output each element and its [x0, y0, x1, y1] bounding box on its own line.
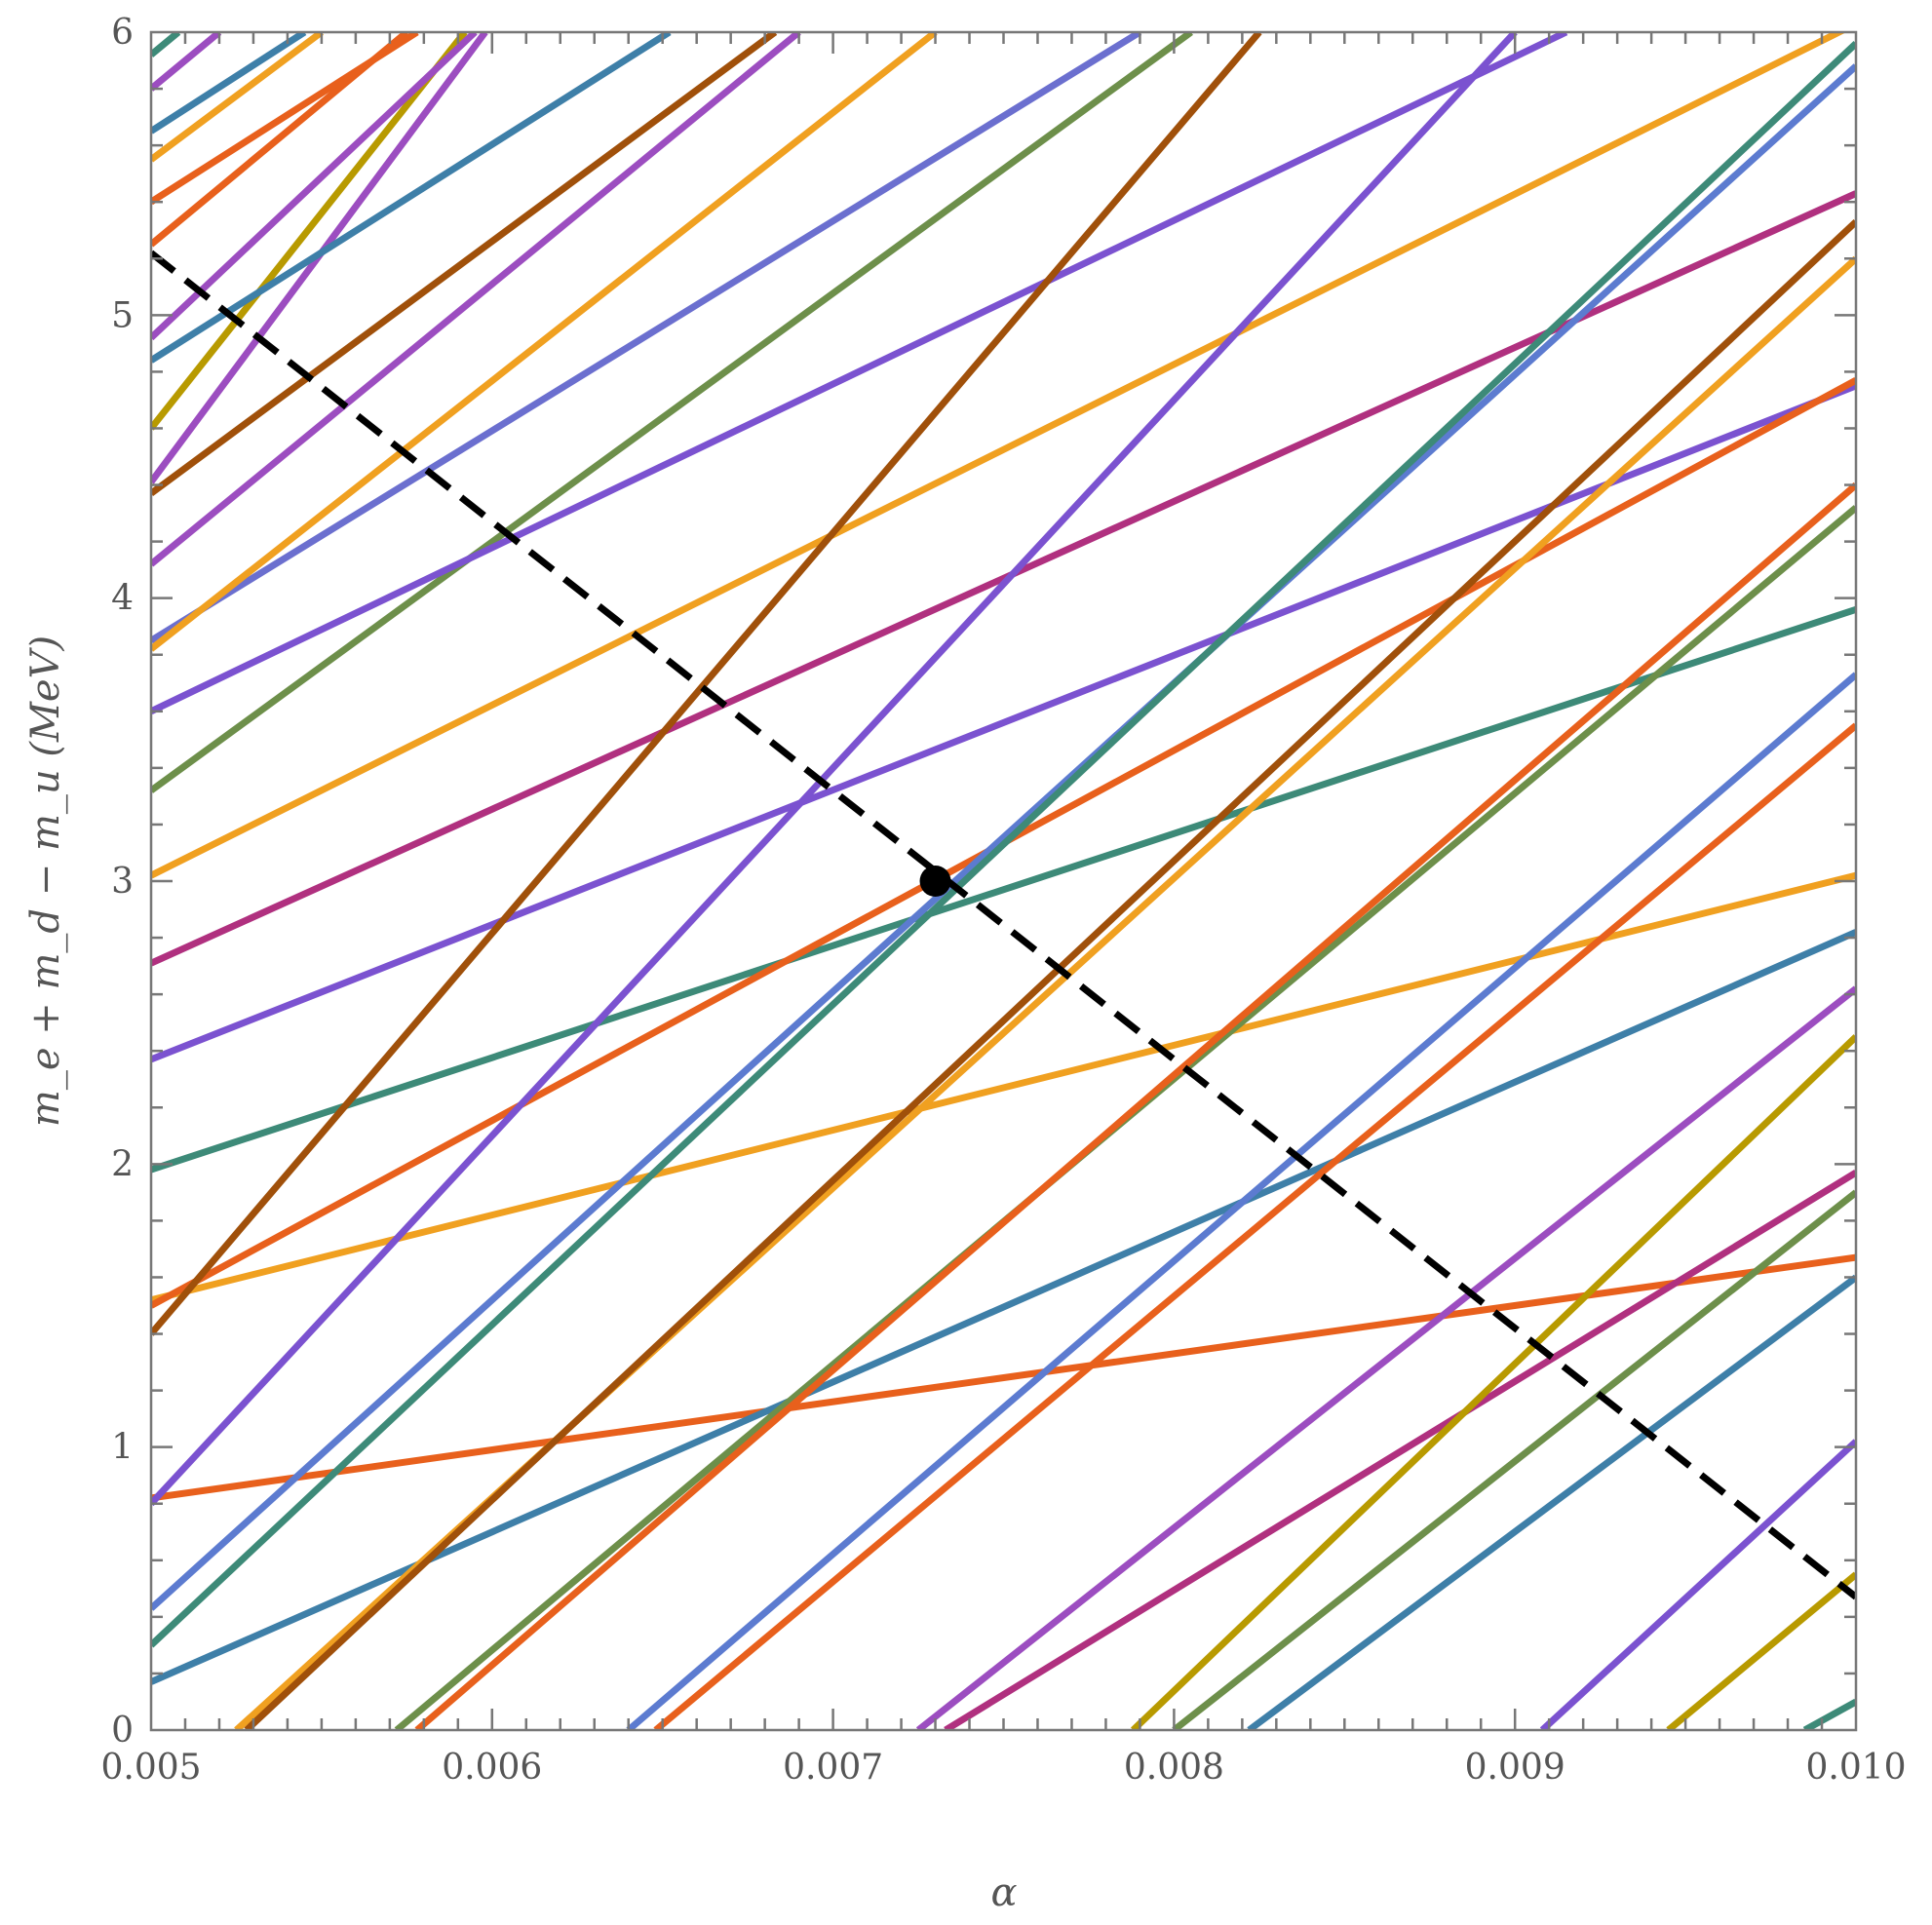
series-line-35 [915, 985, 1856, 1730]
series-line-4 [151, 382, 1856, 1063]
x-tick-label-3: 0.007 [783, 1748, 883, 1788]
series-line-7 [151, 32, 1193, 793]
series-line-6 [151, 32, 1847, 879]
series-line-20 [151, 32, 222, 92]
series-line-10 [151, 32, 801, 567]
marker-layer [919, 866, 951, 897]
series-line-8 [151, 32, 1142, 644]
series-line-13 [151, 32, 468, 431]
highlight-point [919, 866, 951, 897]
x-tick-label-6: 0.010 [1805, 1748, 1906, 1788]
series-line-32 [414, 481, 1856, 1730]
x-axis-label: α [990, 1870, 1017, 1915]
series-line-27 [151, 41, 1856, 1648]
series-line-3 [151, 605, 1856, 1174]
reference-dashed-line [151, 250, 1856, 1600]
series-line-18 [151, 32, 324, 163]
y-tick-label-1: 0 [111, 1711, 134, 1751]
series-layer [151, 32, 1856, 1730]
x-tick-label-2: 0.006 [442, 1748, 542, 1788]
series-line-33 [626, 672, 1856, 1730]
x-tick-label-1: 0.005 [100, 1748, 201, 1788]
series-line-21 [151, 32, 181, 58]
series-line-1 [151, 1253, 1856, 1502]
series-line-37 [1130, 1034, 1856, 1730]
y-tick-label-5: 4 [111, 579, 134, 619]
series-line-25 [151, 32, 1518, 1507]
series-line-30 [244, 218, 1856, 1730]
tick-labels: 0.005 0.006 0.007 0.008 0.009 0.010 0 1 2 3 4 5 6 [100, 13, 1906, 1788]
series-line-9 [151, 32, 938, 652]
y-tick-label-3: 2 [111, 1144, 134, 1184]
series-line-41 [1666, 1571, 1856, 1730]
y-axis-label: m_e + m_d − m_u (MeV) [23, 635, 68, 1127]
series-line-42 [1802, 1698, 1856, 1730]
ticks [151, 32, 1856, 1730]
series-line-34 [653, 722, 1856, 1730]
series-line-36 [944, 1170, 1856, 1730]
series-line-19 [151, 32, 307, 135]
reference-layer [151, 250, 1856, 1600]
series-line-39 [1247, 1274, 1856, 1730]
series-line-38 [1172, 1189, 1856, 1730]
series-line-40 [1539, 1439, 1856, 1730]
y-tick-label-7: 6 [111, 13, 134, 53]
series-line-24 [151, 32, 1262, 1336]
series-line-14 [151, 32, 672, 364]
series-line-11 [151, 32, 778, 497]
series-line-2 [151, 871, 1856, 1304]
y-tick-label-2: 1 [111, 1428, 134, 1468]
series-line-22 [151, 32, 1568, 714]
y-tick-label-6: 5 [111, 295, 134, 335]
series-line-26 [151, 63, 1856, 1611]
series-line-15 [151, 32, 478, 341]
series-line-17 [151, 32, 419, 206]
x-tick-label-5: 0.009 [1465, 1748, 1565, 1788]
x-tick-label-4: 0.008 [1124, 1748, 1224, 1788]
y-tick-label-4: 3 [111, 862, 134, 902]
